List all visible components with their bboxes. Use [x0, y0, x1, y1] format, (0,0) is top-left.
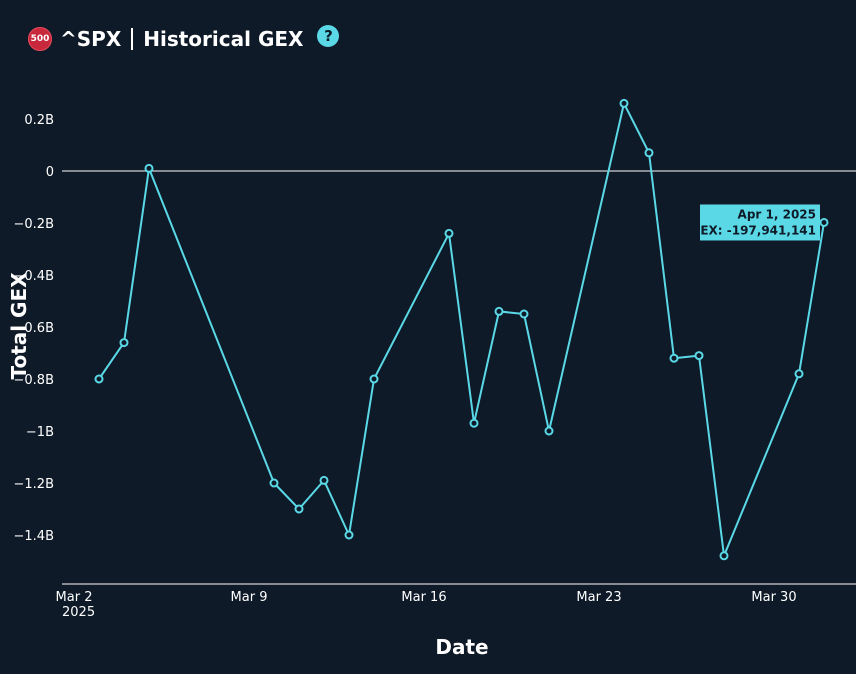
x-axis-title: Date [435, 635, 488, 659]
data-point[interactable] [544, 426, 554, 436]
y-axis-title: Total GEX [7, 272, 31, 380]
y-tick-label: −1.2B [14, 477, 55, 492]
tooltip-date: Apr 1, 2025 [738, 207, 816, 221]
data-point[interactable] [619, 98, 629, 108]
y-tick-label: 0.2B [24, 113, 54, 128]
y-tick-label: −0.8B [14, 373, 55, 388]
x-tick-label: Mar 2 [56, 590, 93, 605]
x-tick-label: Mar 16 [401, 590, 446, 605]
data-point[interactable] [344, 530, 354, 540]
x-tick-label: Mar 9 [231, 590, 268, 605]
data-point[interactable] [819, 217, 829, 227]
x-tick-label: Mar 23 [576, 590, 621, 605]
data-point[interactable] [719, 551, 729, 561]
data-point[interactable] [144, 163, 154, 173]
data-point[interactable] [94, 374, 104, 384]
chart-header: 500 ^SPX Historical GEX ? [28, 24, 340, 54]
data-point[interactable] [519, 309, 529, 319]
data-point[interactable] [469, 418, 479, 428]
data-point[interactable] [369, 374, 379, 384]
data-point[interactable] [694, 351, 704, 361]
data-point[interactable] [794, 369, 804, 379]
y-tick-label: −0.4B [14, 269, 55, 284]
data-points [94, 98, 829, 561]
x-tick-sublabel: 2025 [62, 605, 95, 620]
data-point[interactable] [494, 306, 504, 316]
data-point[interactable] [444, 228, 454, 238]
y-tick-label: −1.4B [14, 529, 55, 544]
data-point[interactable] [269, 478, 279, 488]
question-circle-icon[interactable]: ? [317, 25, 340, 47]
sp500-badge: 500 [28, 27, 52, 51]
y-tick-label: 0 [46, 165, 54, 180]
data-point[interactable] [319, 475, 329, 485]
y-tick-label: −1B [26, 425, 54, 440]
x-tick-label: Mar 30 [751, 590, 796, 605]
y-tick-label: −0.2B [14, 217, 55, 232]
data-point[interactable] [294, 504, 304, 514]
header-divider [131, 28, 134, 50]
chart-title: Historical GEX [143, 27, 304, 51]
hover-tooltip: Apr 1, 2025 GEX: -197,941,141 [690, 204, 820, 241]
data-point[interactable] [119, 338, 129, 348]
data-point[interactable] [644, 148, 654, 158]
tooltip-value: GEX: -197,941,141 [690, 223, 816, 237]
tooltip-background [700, 204, 820, 241]
ticker-symbol: ^SPX [60, 27, 122, 51]
data-point[interactable] [669, 353, 679, 363]
y-axis: 0.2B 0 −0.2B −0.4B −0.6B −0.8B −1B −1.2B −1.4B [14, 113, 55, 544]
y-tick-label: −0.6B [14, 321, 55, 336]
